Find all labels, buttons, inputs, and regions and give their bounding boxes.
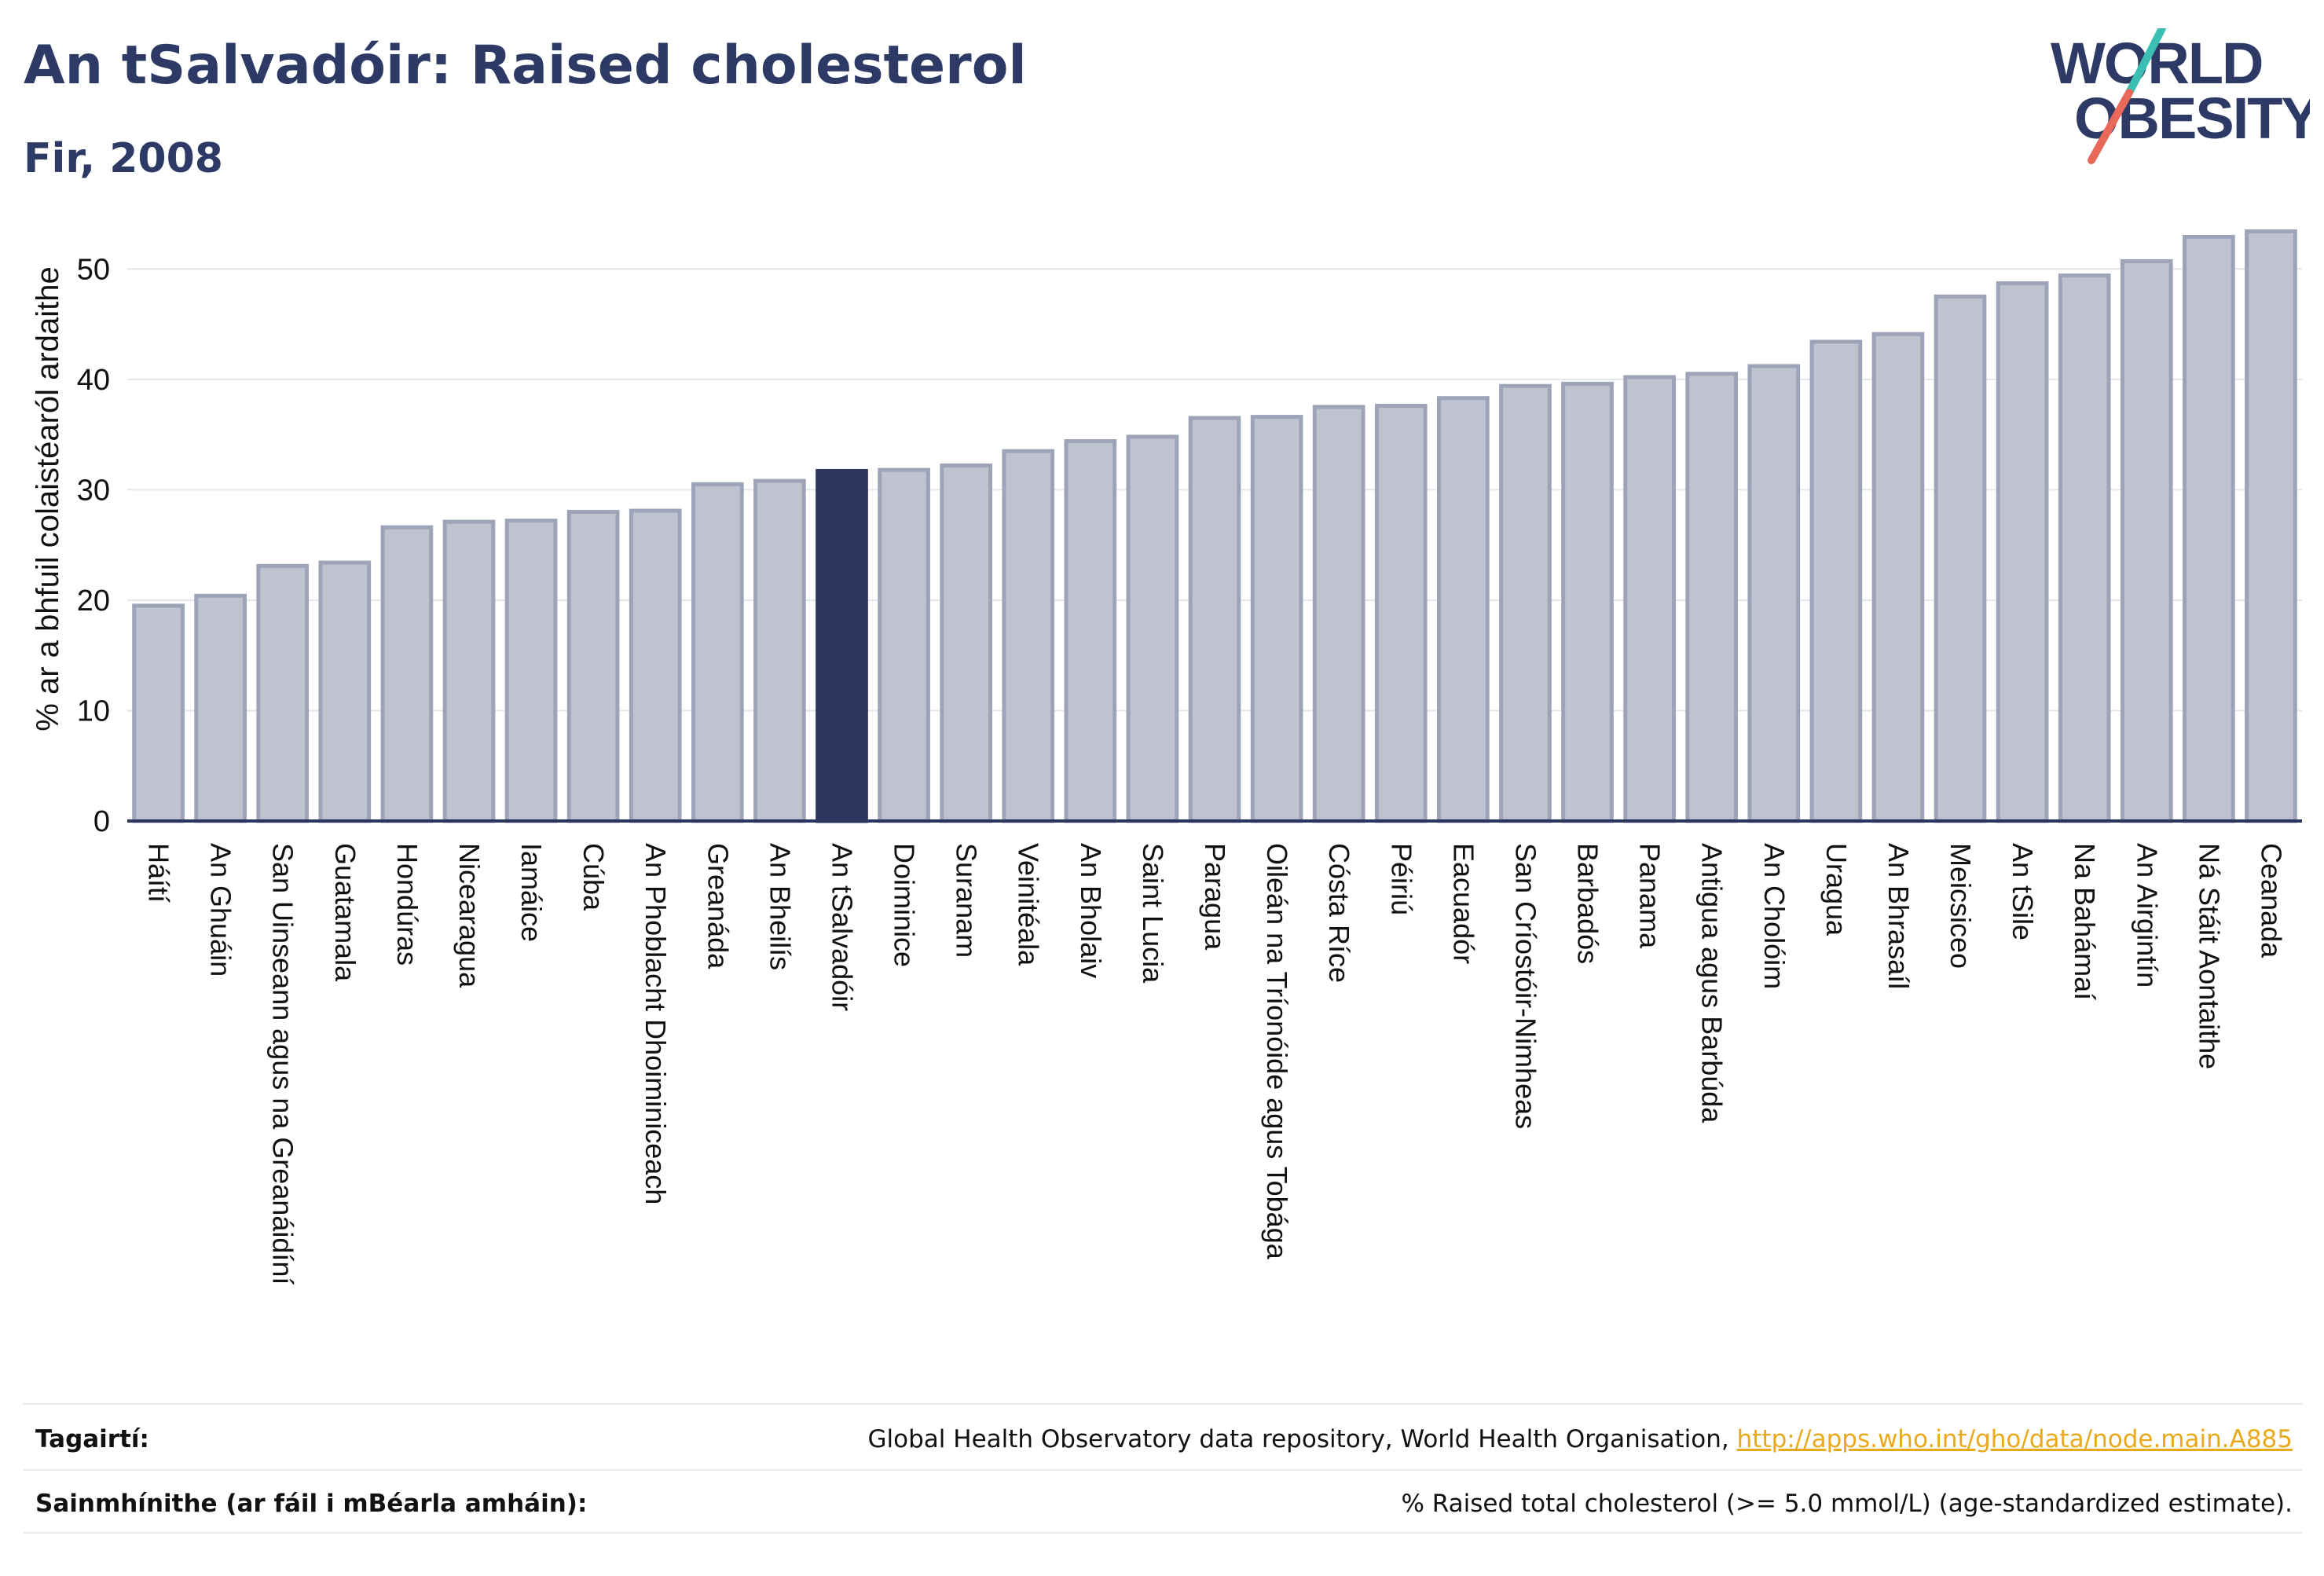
y-tick-labels: 0 10 20 30 40 50 — [77, 253, 110, 838]
bar-18[interactable] — [1188, 416, 1241, 823]
bar-25[interactable] — [1623, 375, 1676, 823]
x-tick-label: San Críostóir-Nimheas — [1509, 843, 1541, 1129]
bar-34[interactable] — [2183, 235, 2235, 823]
x-tick-label: Oileán na Tríonóide agus Tobága — [1261, 843, 1293, 1260]
bar-19[interactable] — [1250, 415, 1303, 823]
bar-10[interactable] — [691, 482, 744, 823]
x-tick-label: San Uinseann agus na Greanáidíní — [267, 843, 299, 1285]
x-tick-label: Saint Lucia — [1137, 843, 1169, 984]
bar-15[interactable] — [1002, 449, 1055, 823]
x-tick-label: An Ghuáin — [205, 843, 237, 977]
bar-12[interactable] — [816, 468, 868, 823]
bar-7[interactable] — [504, 519, 558, 823]
bar-2[interactable] — [194, 593, 247, 823]
x-tick-label: Antigua agus Barbúda — [1696, 843, 1728, 1123]
x-tick-label: Nicearagua — [453, 843, 486, 988]
bar-29[interactable] — [1871, 332, 1925, 823]
y-tick-label: 0 — [93, 805, 110, 838]
y-tick-label: 10 — [77, 695, 110, 728]
logo-slash-teal — [2125, 28, 2166, 97]
x-tick-label: Paragua — [1199, 843, 1231, 951]
bar-5[interactable] — [380, 525, 434, 823]
x-tick-label: Veinitéala — [1013, 843, 1045, 966]
bar-20[interactable] — [1312, 405, 1365, 823]
bar-17[interactable] — [1126, 434, 1179, 823]
y-tick-label: 40 — [77, 364, 110, 397]
x-tick-label: Péiriú — [1385, 843, 1417, 915]
x-tick-label: Meicsiceo — [1945, 843, 1977, 969]
y-tick-label: 20 — [77, 585, 110, 618]
bar-4[interactable] — [318, 560, 372, 823]
bar-13[interactable] — [878, 467, 930, 823]
x-tick-label: Hondúras — [391, 843, 423, 966]
bar-21[interactable] — [1374, 404, 1428, 823]
bar-28[interactable] — [1809, 339, 1863, 823]
bar-14[interactable] — [940, 463, 993, 823]
x-tick-label: Ná Stáit Aontaithe — [2193, 843, 2225, 1069]
x-tick-label: An Bheilís — [764, 843, 796, 970]
chart-title: An tSalvadóir: Raised cholesterol — [24, 35, 1027, 97]
world-obesity-logo: WORLD OBESITY — [2051, 28, 2310, 164]
x-tick-label: Cúba — [577, 843, 610, 911]
bars-layer — [132, 229, 2297, 823]
chart-subtitle: Fir, 2008 — [24, 135, 223, 182]
x-tick-label: Eacuadór — [1447, 843, 1479, 964]
x-tick-label: An Cholóim — [1758, 843, 1791, 989]
x-tick-label: An Phoblacht Dhoiminiceach — [640, 843, 672, 1204]
x-tick-label: Suranam — [951, 843, 983, 958]
bar-3[interactable] — [256, 563, 310, 823]
bar-32[interactable] — [2058, 273, 2111, 823]
x-tick-label: Panama — [1634, 843, 1666, 949]
definitions-label: Sainmhínithe (ar fáil i mBéarla amháin): — [35, 1490, 588, 1518]
x-tick-label: Cósta Ríce — [1323, 843, 1355, 983]
footer-divider-top — [24, 1403, 2302, 1405]
x-tick-label: Ceanada — [2255, 843, 2287, 958]
definitions-value: % Raised total cholesterol (>= 5.0 mmol/… — [1401, 1490, 2293, 1518]
logo-slash-coral — [2088, 89, 2133, 164]
bar-33[interactable] — [2120, 258, 2173, 823]
footer-divider-bottom — [24, 1532, 2302, 1534]
footer-divider-middle — [24, 1469, 2302, 1471]
bar-8[interactable] — [566, 509, 620, 823]
bar-35[interactable] — [2245, 229, 2297, 823]
x-tick-label: Na Bahámaí — [2069, 843, 2101, 1000]
x-tick-label: Uragua — [1820, 843, 1853, 936]
x-tick-label: Doiminice — [889, 843, 921, 967]
x-tick-label: An Airgintín — [2131, 843, 2163, 988]
references-text: Global Health Observatory data repositor… — [867, 1425, 1737, 1453]
bar-24[interactable] — [1561, 381, 1614, 823]
bar-27[interactable] — [1747, 364, 1801, 823]
x-tick-label: An tSile — [2007, 843, 2039, 940]
bar-chart: 0 10 20 30 40 50 Háítí An Ghuáin San Uinseann a… — [31, 229, 2302, 1285]
bar-1[interactable] — [132, 603, 185, 823]
bar-6[interactable] — [442, 519, 496, 823]
x-tick-label: An Bholaiv — [1075, 843, 1107, 978]
bar-9[interactable] — [629, 508, 682, 823]
bar-16[interactable] — [1064, 439, 1117, 823]
bar-26[interactable] — [1685, 372, 1739, 823]
bar-30[interactable] — [1934, 294, 1987, 823]
x-tick-label: Guatamala — [329, 843, 361, 982]
references-label: Tagairtí: — [35, 1425, 149, 1453]
y-axis-label: % ar a bhfuil colaistéaról ardaithe — [31, 266, 65, 731]
y-tick-label: 30 — [77, 474, 110, 507]
references-value: Global Health Observatory data repositor… — [868, 1425, 2293, 1453]
x-tick-label: Greanáda — [702, 843, 734, 969]
x-tick-label: An tSalvadóir — [826, 843, 858, 1011]
x-tick-labels: Háítí An Ghuáin San Uinseann agus na Grean… — [143, 843, 2288, 1285]
x-tick-label: Háítí — [143, 843, 175, 903]
x-tick-label: An Bhrasaíl — [1882, 843, 1915, 989]
x-tick-label: Iamáice — [515, 843, 548, 942]
bar-31[interactable] — [1996, 281, 2049, 823]
bar-22[interactable] — [1436, 396, 1490, 823]
bar-23[interactable] — [1499, 383, 1552, 823]
bar-11[interactable] — [753, 478, 806, 823]
references-link[interactable]: http://apps.who.int/gho/data/node.main.A… — [1736, 1425, 2293, 1453]
x-tick-label: Barbadós — [1572, 843, 1604, 964]
y-tick-label: 50 — [77, 253, 110, 286]
